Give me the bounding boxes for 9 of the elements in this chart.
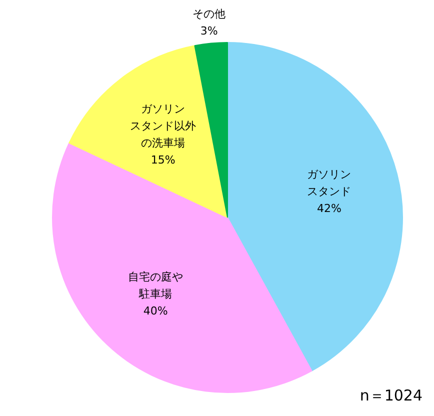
slice-label: その他 — [192, 7, 226, 20]
data-label: 15% — [150, 153, 176, 166]
slice-label: ガソリンスタンド — [307, 168, 352, 198]
text: n＝1024 — [360, 386, 423, 404]
data-label: 42% — [316, 202, 342, 215]
data-label: 40% — [143, 304, 168, 318]
data-label: 3% — [200, 24, 218, 38]
slice-label: ガソリンスタンド以外の洗車場 — [130, 102, 196, 150]
slice-label: 自宅の庭や駐車場 — [128, 270, 184, 301]
